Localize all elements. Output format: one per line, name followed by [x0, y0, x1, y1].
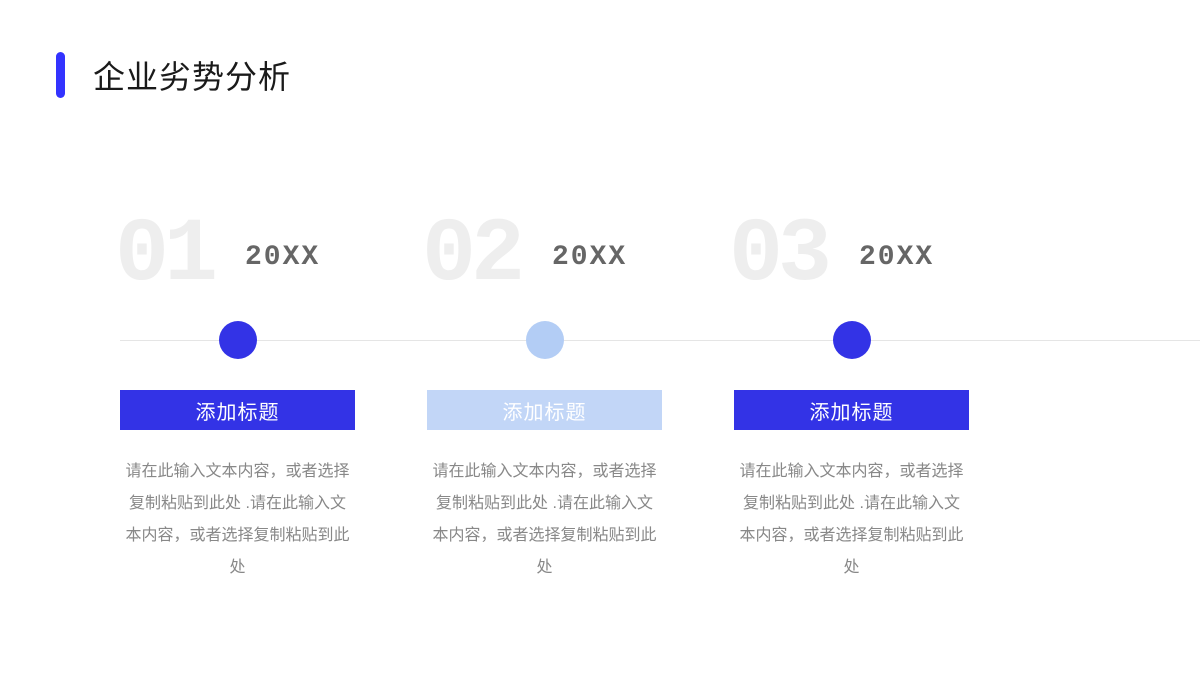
timeline-dot [833, 321, 871, 359]
item-body: 请在此输入文本内容，或者选择复制粘贴到此处 .请在此输入文本内容，或者选择复制粘… [734, 456, 969, 584]
page-title: 企业劣势分析 [93, 52, 291, 98]
number-year-group: 03 20XX [734, 220, 969, 310]
item-title-box: 添加标题 [120, 390, 355, 430]
timeline-item-3: 03 20XX 添加标题 请在此输入文本内容，或者选择复制粘贴到此处 .请在此输… [734, 220, 969, 584]
number-year-group: 02 20XX [427, 220, 662, 310]
timeline-dot [526, 321, 564, 359]
accent-bar [56, 52, 65, 98]
year-label: 20XX [552, 242, 627, 273]
item-title: 添加标题 [196, 396, 280, 425]
item-title: 添加标题 [503, 396, 587, 425]
item-body: 请在此输入文本内容，或者选择复制粘贴到此处 .请在此输入文本内容，或者选择复制粘… [120, 456, 355, 584]
big-number: 02 [422, 205, 520, 307]
item-body: 请在此输入文本内容，或者选择复制粘贴到此处 .请在此输入文本内容，或者选择复制粘… [427, 456, 662, 584]
timeline-item-1: 01 20XX 添加标题 请在此输入文本内容，或者选择复制粘贴到此处 .请在此输… [120, 220, 355, 584]
big-number: 01 [115, 205, 213, 307]
timeline-item-2: 02 20XX 添加标题 请在此输入文本内容，或者选择复制粘贴到此处 .请在此输… [427, 220, 662, 584]
timeline: 01 20XX 添加标题 请在此输入文本内容，或者选择复制粘贴到此处 .请在此输… [0, 220, 1200, 584]
number-year-group: 01 20XX [120, 220, 355, 310]
item-title-box: 添加标题 [427, 390, 662, 430]
timeline-items-row: 01 20XX 添加标题 请在此输入文本内容，或者选择复制粘贴到此处 .请在此输… [60, 220, 1140, 584]
header: 企业劣势分析 [0, 0, 1200, 98]
year-label: 20XX [859, 242, 934, 273]
year-label: 20XX [245, 242, 320, 273]
item-title: 添加标题 [810, 396, 894, 425]
item-title-box: 添加标题 [734, 390, 969, 430]
timeline-dot [219, 321, 257, 359]
big-number: 03 [729, 205, 827, 307]
